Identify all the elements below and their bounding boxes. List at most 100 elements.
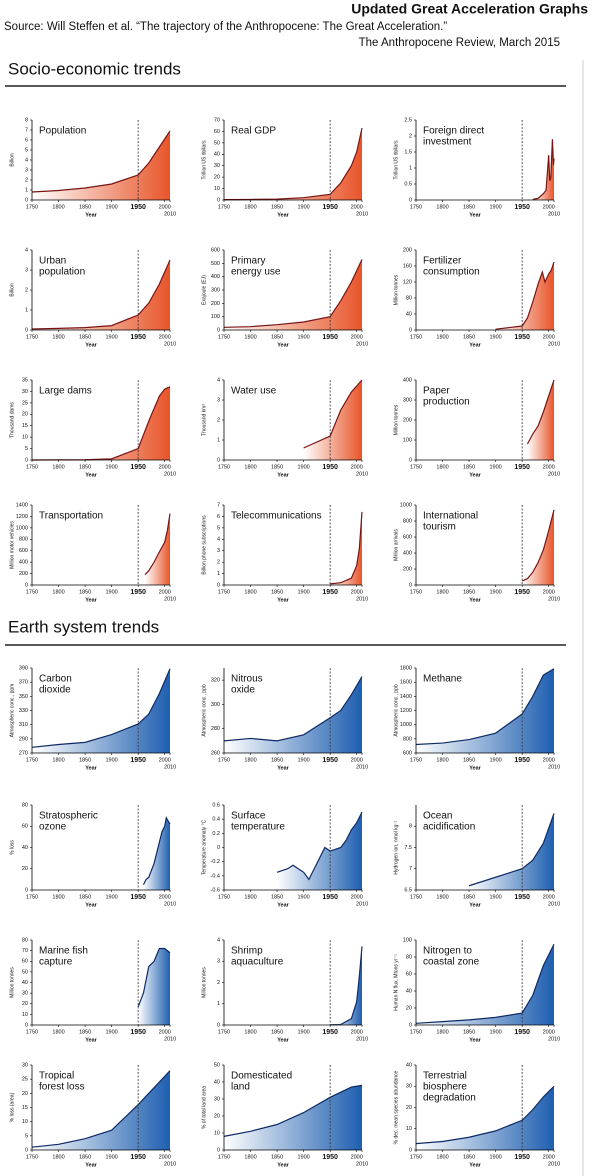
x-tick-label: 1850 xyxy=(271,334,283,340)
y-tick-label: 8 xyxy=(409,824,412,830)
series-line xyxy=(415,943,555,1024)
x-tick-label: 1850 xyxy=(271,589,283,595)
x-tick-label: 2010 xyxy=(164,596,176,602)
x-tick-label: 1750 xyxy=(410,757,422,763)
series-line xyxy=(526,379,555,445)
y-tick-label: 10 xyxy=(214,1130,220,1136)
y-tick-label: 0 xyxy=(409,1022,412,1028)
section-title: Earth system trends xyxy=(8,617,159,636)
x-tick-label: 1900 xyxy=(297,1029,309,1035)
x-tick-label: 1950 xyxy=(514,334,530,341)
y-tick-label: 20 xyxy=(22,1091,28,1097)
x-tick-label: 2000 xyxy=(351,894,363,900)
x-axis-label: Year xyxy=(469,212,481,218)
x-tick-label: 2000 xyxy=(159,894,171,900)
x-tick-label: 1950 xyxy=(514,1154,530,1161)
x-tick-label: 2000 xyxy=(543,757,555,763)
area-fill xyxy=(32,1070,170,1150)
x-tick-label: 1850 xyxy=(463,589,475,595)
x-tick-label: 1900 xyxy=(297,757,309,763)
y-tick-label: 100 xyxy=(403,937,412,943)
area-fill xyxy=(277,812,362,890)
x-tick-label: 2000 xyxy=(159,589,171,595)
x-tick-label: 1900 xyxy=(489,589,501,595)
x-tick-label: 1750 xyxy=(410,204,422,210)
chart-title: Shrimp xyxy=(231,946,263,957)
chart-title: Paper xyxy=(423,386,450,397)
chart-title: Nitrous xyxy=(231,674,263,685)
x-tick-label: 1850 xyxy=(79,204,91,210)
x-tick-label: 1750 xyxy=(218,894,230,900)
x-tick-label: 1800 xyxy=(52,757,64,763)
y-tick-label: -0.6 xyxy=(211,887,220,893)
x-tick-label: 2000 xyxy=(351,334,363,340)
y-tick-label: 5 xyxy=(217,525,220,531)
chart-title: Methane xyxy=(423,674,462,685)
x-tick-label: 2010 xyxy=(356,764,368,770)
x-tick-label: 1800 xyxy=(244,464,256,470)
y-tick-label: 15 xyxy=(22,423,28,429)
y-tick-label: 280 xyxy=(211,726,220,732)
x-tick-label: 1850 xyxy=(271,1029,283,1035)
y-tick-label: 0 xyxy=(409,582,412,588)
y-tick-label: 400 xyxy=(403,550,412,556)
y-tick-label: 4 xyxy=(25,157,28,163)
y-tick-label: 100 xyxy=(403,437,412,443)
x-tick-label: 1950 xyxy=(130,757,146,764)
y-tick-label: 1 xyxy=(217,437,220,443)
x-tick-label: 2000 xyxy=(543,334,555,340)
y-tick-label: 200 xyxy=(403,566,412,572)
x-axis-label: Year xyxy=(85,1037,97,1043)
x-axis-label: Year xyxy=(469,765,481,771)
x-axis-label: Year xyxy=(469,1162,481,1168)
series-line xyxy=(137,947,171,1008)
x-tick-label: 1850 xyxy=(463,894,475,900)
x-tick-label: 1750 xyxy=(218,757,230,763)
x-axis-label: Year xyxy=(277,597,289,603)
x-tick-label: 1800 xyxy=(52,204,64,210)
y-tick-label: 1000 xyxy=(16,525,28,531)
chart-title: consumption xyxy=(423,267,480,278)
chart-title: Ocean xyxy=(423,811,452,822)
y-tick-label: 0 xyxy=(25,582,28,588)
area-fill xyxy=(416,944,554,1025)
x-tick-label: 1800 xyxy=(52,589,64,595)
x-tick-label: 1950 xyxy=(130,1154,146,1161)
y-tick-label: 1200 xyxy=(16,514,28,520)
series-line xyxy=(142,816,171,885)
x-tick-label: 2010 xyxy=(164,341,176,347)
chart-title: investment xyxy=(423,137,472,148)
chart-title: Population xyxy=(39,126,86,137)
y-axis-label: % of total land area xyxy=(201,1086,207,1129)
y-tick-label: 50 xyxy=(214,1062,220,1068)
x-tick-label: 1750 xyxy=(218,204,230,210)
chart-title: Tropical xyxy=(39,1071,74,1082)
x-tick-label: 1850 xyxy=(271,894,283,900)
y-axis-label: Atmospheric conc., ppb xyxy=(393,684,399,736)
x-tick-label: 1800 xyxy=(244,589,256,595)
y-tick-label: 1000 xyxy=(400,722,412,728)
y-tick-label: 4 xyxy=(217,537,220,543)
x-axis-label: Year xyxy=(277,212,289,218)
y-tick-label: 40 xyxy=(214,152,220,158)
chart-title: land xyxy=(231,1082,250,1093)
y-tick-label: 0.6 xyxy=(212,802,220,808)
chart-title: production xyxy=(423,397,470,408)
x-tick-label: 1900 xyxy=(297,334,309,340)
y-tick-label: 400 xyxy=(403,377,412,383)
y-tick-label: 1 xyxy=(25,187,28,193)
chart-title: energy use xyxy=(231,267,281,278)
x-tick-label: 1750 xyxy=(410,589,422,595)
y-axis-label: Million motor vehicles xyxy=(9,521,15,569)
y-tick-label: 5 xyxy=(25,446,28,452)
y-tick-label: 0.5 xyxy=(404,181,412,187)
y-tick-label: 40 xyxy=(406,988,412,994)
chart-title: Surface xyxy=(231,811,266,822)
y-tick-label: 30 xyxy=(22,389,28,395)
y-tick-label: 400 xyxy=(19,560,28,566)
y-tick-label: 10 xyxy=(406,1126,412,1132)
area-fill xyxy=(138,948,170,1025)
y-tick-label: 2.5 xyxy=(404,117,412,123)
y-axis-label: % loss xyxy=(9,840,15,855)
x-axis-label: Year xyxy=(85,212,97,218)
